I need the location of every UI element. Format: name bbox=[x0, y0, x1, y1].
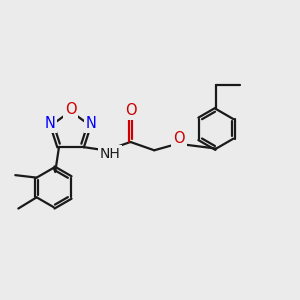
Text: O: O bbox=[65, 103, 76, 118]
Text: N: N bbox=[44, 116, 56, 131]
Text: N: N bbox=[86, 116, 97, 131]
Text: O: O bbox=[125, 103, 137, 118]
Text: NH: NH bbox=[100, 147, 120, 161]
Text: O: O bbox=[173, 131, 185, 146]
